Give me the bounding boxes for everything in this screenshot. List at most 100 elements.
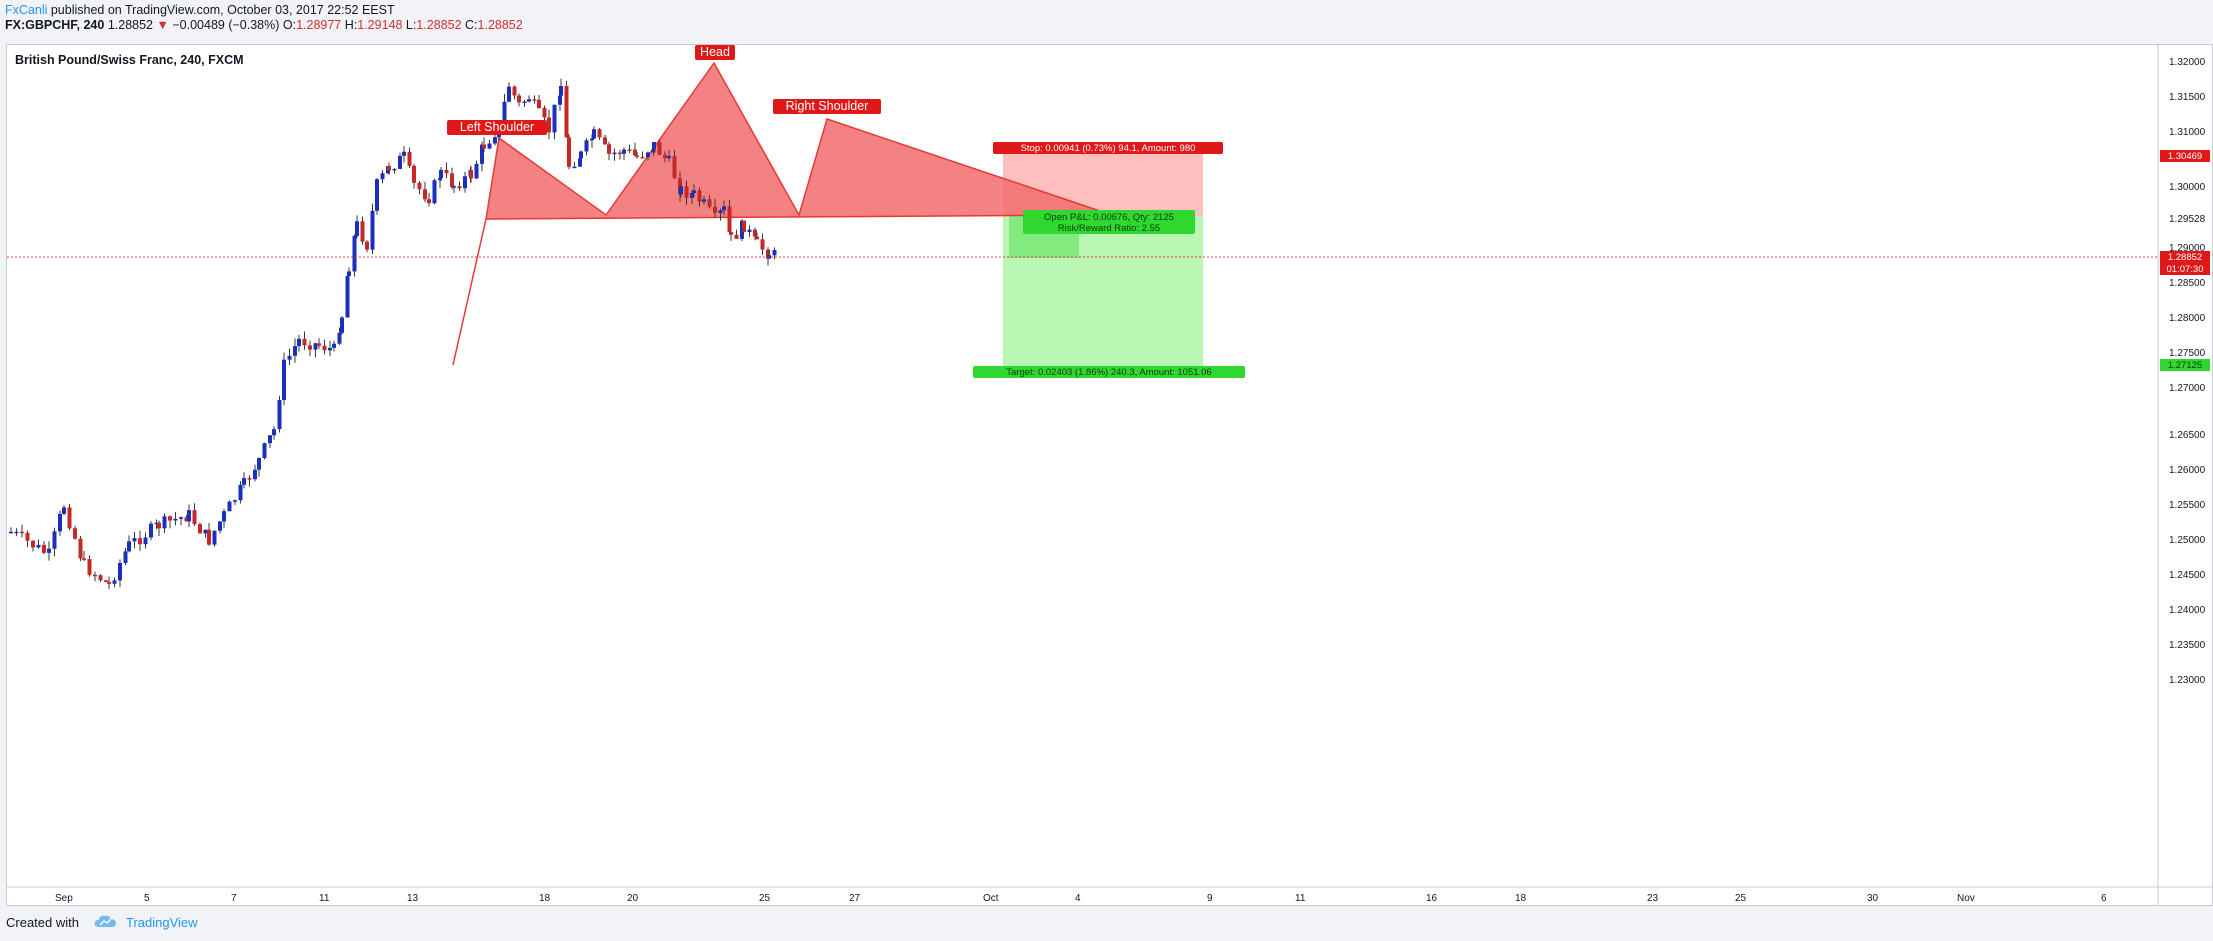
time-tick: 9 xyxy=(1207,893,1213,904)
candle-body xyxy=(522,101,527,104)
candle-body xyxy=(127,541,131,552)
candle-body xyxy=(439,169,443,179)
right-shoulder-label[interactable]: Right Shoulder xyxy=(773,99,881,114)
candle-body xyxy=(766,249,770,259)
candle-body xyxy=(112,580,117,584)
tradingview-cloud-icon[interactable] xyxy=(93,914,117,933)
pnl-label[interactable]: Open P&L: 0.00676, Qty: 2125 Risk/Reward… xyxy=(1023,210,1195,234)
target-label[interactable]: Target: 0.02403 (1.86%) 240.3, Amount: 1… xyxy=(973,366,1245,378)
head-shoulders-pattern[interactable] xyxy=(485,61,1099,220)
candle-body xyxy=(287,355,292,360)
candle-body xyxy=(173,518,178,521)
price-tick: 1.23000 xyxy=(2169,675,2206,686)
candle-body xyxy=(438,178,442,181)
candle-body xyxy=(502,101,507,124)
candle-body xyxy=(107,581,111,584)
target-badge-text: 1.27125 xyxy=(2168,360,2202,371)
candle-body xyxy=(162,516,167,529)
time-tick: 13 xyxy=(407,893,419,904)
candle-body xyxy=(590,138,594,141)
quote-line: FX:GBPCHF, 240 1.28852 ▼ −0.00489 (−0.38… xyxy=(5,17,523,33)
candle-body xyxy=(268,435,272,444)
chart-canvas[interactable]: British Pound/Swiss Franc, 240, FXCM 1.3… xyxy=(7,45,2212,905)
pattern-leg xyxy=(452,218,487,366)
price-tick: 1.24000 xyxy=(2169,605,2206,616)
author-link[interactable]: FxCanli xyxy=(5,3,48,17)
candle-body xyxy=(25,532,30,541)
candle-body xyxy=(423,189,427,200)
candle-body xyxy=(154,522,159,525)
left-shoulder-label[interactable]: Left Shoulder xyxy=(447,120,547,135)
time-tick: 5 xyxy=(144,893,150,904)
candle-body xyxy=(242,478,246,485)
candle-body xyxy=(238,484,243,501)
candle-body xyxy=(293,346,297,356)
candle-body xyxy=(718,210,723,214)
candle-body xyxy=(622,149,626,154)
candle-body xyxy=(663,154,667,159)
candle-body xyxy=(482,144,486,149)
candle-body xyxy=(734,234,739,239)
candle-body xyxy=(417,182,422,190)
candle-body xyxy=(722,206,726,211)
candle-body xyxy=(755,236,759,240)
candle-body xyxy=(747,229,752,232)
candle-body xyxy=(672,156,677,179)
candle-body xyxy=(487,143,492,149)
candle-body xyxy=(143,537,148,545)
low-value: 1.28852 xyxy=(416,18,462,32)
candle-body xyxy=(667,156,671,159)
candle-body xyxy=(370,210,375,250)
price-tick: 1.31500 xyxy=(2169,92,2206,103)
candle-body xyxy=(727,206,732,233)
candle-body xyxy=(365,241,369,250)
candle-body xyxy=(227,501,232,512)
last-price-badge: 1.28852 xyxy=(2160,251,2210,263)
head-label[interactable]: Head xyxy=(695,45,735,60)
price-axis[interactable]: 1.32000 1.31500 1.31000 1.30000 1.29528 … xyxy=(2169,57,2206,686)
candle-body xyxy=(412,165,416,183)
candle-body xyxy=(212,530,217,545)
stop-label[interactable]: Stop: 0.00941 (0.73%) 94.1, Amount: 980 xyxy=(993,142,1223,154)
candle-body xyxy=(707,199,712,207)
candle-body xyxy=(547,117,551,133)
candle-body xyxy=(360,221,365,242)
candle-body xyxy=(132,538,137,542)
last-price: 1.28852 xyxy=(107,18,154,32)
candle-body xyxy=(558,95,562,105)
candle-body xyxy=(760,239,765,250)
tradingview-brand[interactable]: TradingView xyxy=(126,915,198,930)
candle-body xyxy=(62,507,66,514)
candle-body xyxy=(537,99,541,109)
price-tick: 1.25000 xyxy=(2169,535,2206,546)
candle-body xyxy=(192,510,197,525)
candle-body xyxy=(257,458,261,470)
time-tick: Oct xyxy=(983,893,999,904)
stop-price-badge: 1.30469 xyxy=(2160,150,2210,162)
candle-body xyxy=(184,517,189,522)
candle-body xyxy=(512,86,517,96)
publish-line: FxCanli published on TradingView.com, Oc… xyxy=(5,2,395,18)
candle-body xyxy=(277,399,282,430)
time-tick: 7 xyxy=(231,893,237,904)
candle-body xyxy=(345,276,350,318)
candle-body xyxy=(149,523,153,538)
price-tick: 1.31000 xyxy=(2169,127,2206,138)
candle-body xyxy=(272,429,276,436)
time-axis[interactable]: Sep 5 7 11 13 18 20 25 27 Oct 4 9 11 16 … xyxy=(55,893,2107,904)
candle-body xyxy=(567,137,571,167)
candle-body xyxy=(47,548,51,553)
time-tick: 27 xyxy=(849,893,861,904)
price-tick: 1.27000 xyxy=(2169,383,2206,394)
candle-body xyxy=(652,141,656,149)
candle-body xyxy=(262,443,267,459)
candle-body xyxy=(218,521,222,531)
candle-body xyxy=(564,85,569,138)
chart-area[interactable]: British Pound/Swiss Franc, 240, FXCM 1.3… xyxy=(6,44,2213,906)
time-tick: 23 xyxy=(1647,893,1659,904)
candle-body xyxy=(640,156,645,159)
candle-body xyxy=(679,186,683,195)
target-price-badge: 1.27125 xyxy=(2160,359,2210,371)
open-label: O: xyxy=(282,18,297,32)
candlestick-series xyxy=(9,78,777,589)
